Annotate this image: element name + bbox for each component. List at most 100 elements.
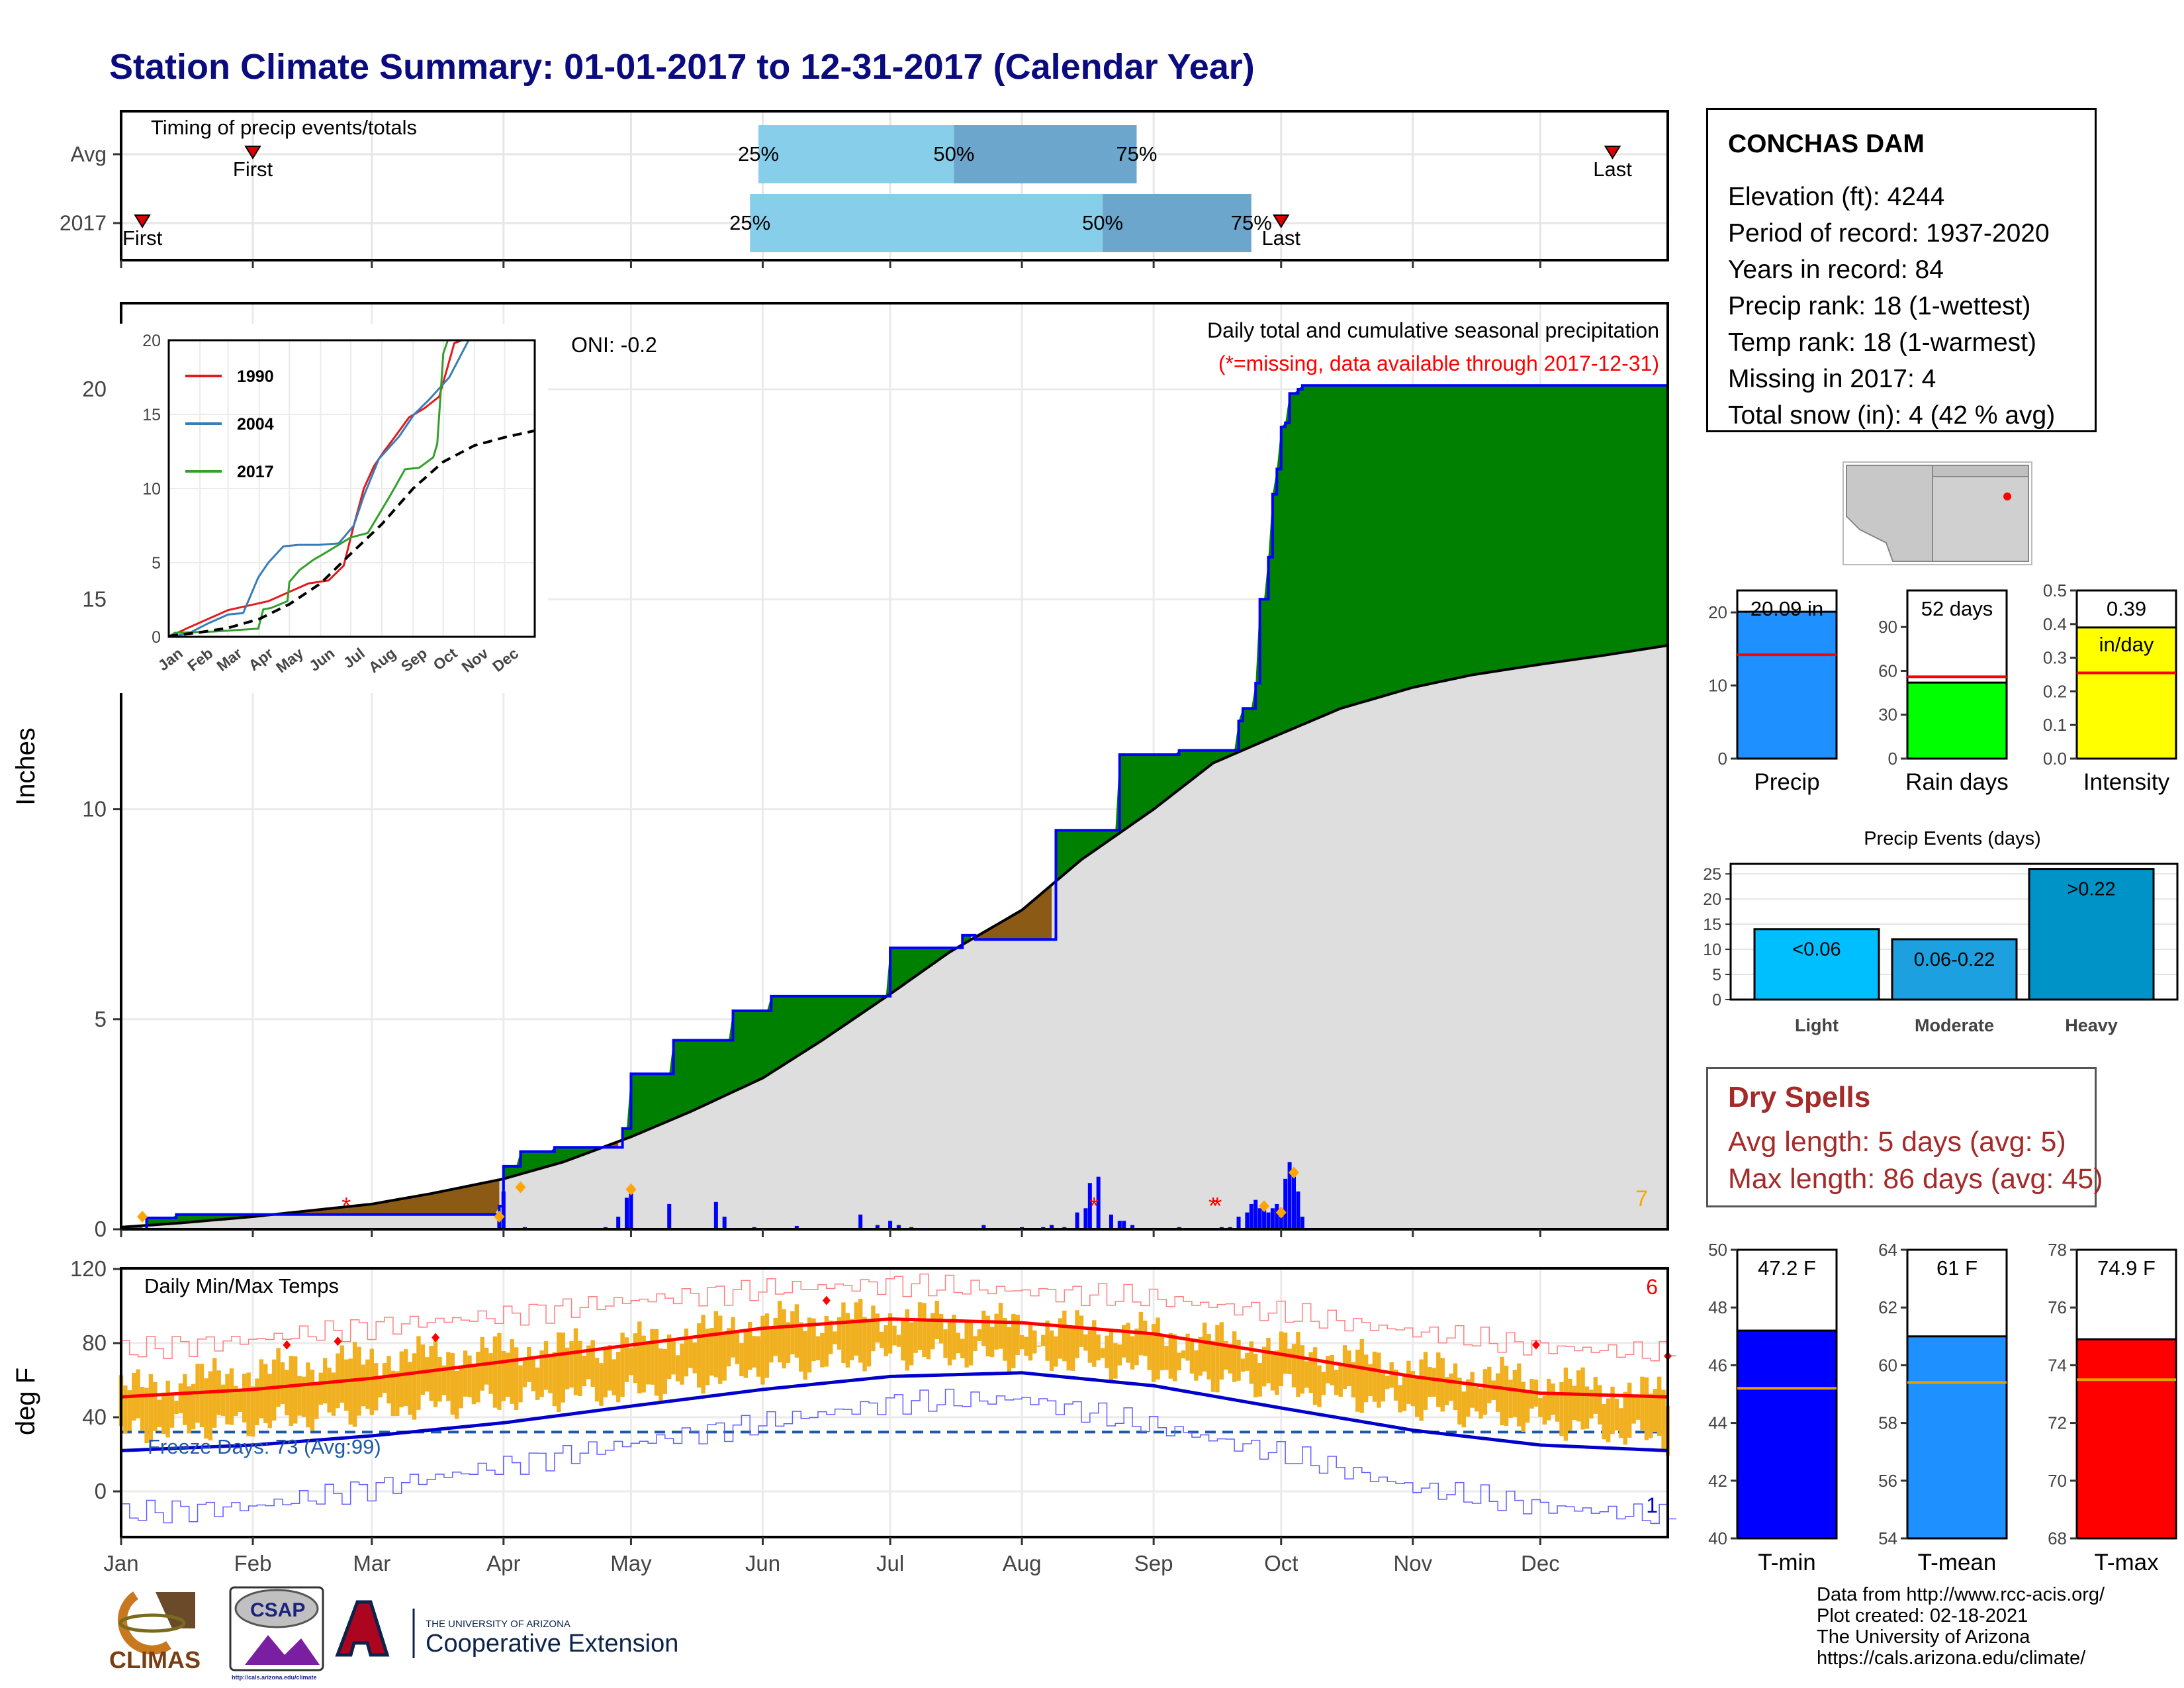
daily-temp-bar xyxy=(1614,1398,1619,1430)
daily-temp-bar xyxy=(1381,1373,1386,1402)
daily-temp-bar xyxy=(913,1321,918,1353)
snow-marker xyxy=(625,1183,637,1196)
daily-temp-bar xyxy=(1580,1367,1585,1430)
daily-temp-bar xyxy=(1257,1363,1262,1397)
csap-logo-url: http://cals.arizona.edu/climate xyxy=(232,1674,317,1681)
daily-temp-bar xyxy=(739,1343,744,1377)
daily-temp-bar xyxy=(123,1385,128,1434)
daily-temp-bar xyxy=(1236,1339,1241,1381)
daily-temp-bar xyxy=(985,1315,990,1357)
normal-cumulative-area xyxy=(121,645,1668,1229)
daily-temp-bar xyxy=(1351,1362,1356,1398)
summary-value-label: 0.39 xyxy=(2107,597,2146,620)
daily-temp-bar xyxy=(1440,1358,1445,1412)
daily-temp-bar xyxy=(748,1322,752,1370)
daily-temp-bar xyxy=(726,1328,731,1367)
daily-temp-bar xyxy=(255,1378,259,1426)
events-category-label: Heavy xyxy=(2065,1015,2118,1035)
daily-temp-bar xyxy=(148,1374,154,1442)
summary-category-label: Rain days xyxy=(1905,769,2009,795)
daily-temp-bar xyxy=(731,1317,735,1358)
daily-temp-bar xyxy=(850,1319,854,1360)
daily-temp-bar xyxy=(510,1339,514,1404)
daily-temp-bar xyxy=(824,1315,829,1367)
daily-temp-bar xyxy=(263,1364,268,1423)
daily-temp-bar xyxy=(297,1376,302,1416)
daily-temp-bar xyxy=(1151,1324,1156,1382)
daily-temp-bar xyxy=(667,1334,672,1380)
summary-ytick-label: 0.1 xyxy=(2043,715,2067,735)
temp-ylabel: deg F xyxy=(11,1368,40,1435)
daily-temp-bar xyxy=(455,1371,459,1419)
daily-temp-bar xyxy=(1173,1334,1177,1382)
inset-legend-label: 1990 xyxy=(237,367,274,386)
daily-precip-bar xyxy=(616,1216,621,1229)
daily-temp-bar xyxy=(1075,1310,1079,1358)
daily-temp-bar xyxy=(246,1372,251,1436)
daily-temp-bar xyxy=(1385,1376,1390,1389)
daily-temp-bar xyxy=(1402,1375,1407,1411)
summary-ytick-label: 46 xyxy=(1708,1355,1727,1375)
month-label: Dec xyxy=(1521,1551,1560,1575)
summary-ytick-label: 56 xyxy=(1878,1471,1897,1491)
summary-ytick-label: 54 xyxy=(1878,1528,1897,1548)
daily-temp-bar xyxy=(1279,1331,1283,1386)
station-years: Years in record: 84 xyxy=(1728,256,1944,284)
daily-temp-bar xyxy=(701,1315,705,1394)
events-bar xyxy=(1753,928,1880,1001)
daily-temp-bar xyxy=(1168,1333,1173,1379)
timing-marker xyxy=(1272,214,1290,228)
timing-frame xyxy=(120,110,1669,261)
timing-row-label: Avg xyxy=(70,142,107,166)
summary-value-bar xyxy=(2075,1338,2177,1540)
daily-temp-bar xyxy=(573,1328,578,1395)
timing-marker xyxy=(244,146,261,160)
daily-temp-bar xyxy=(892,1325,897,1346)
daily-temp-bar xyxy=(794,1304,799,1358)
events-ytick-label: 10 xyxy=(1703,941,1721,959)
daily-temp-bar xyxy=(1347,1350,1351,1387)
timing-q25-label: 25% xyxy=(729,211,770,234)
daily-temp-bar xyxy=(1657,1376,1662,1436)
cum-frame xyxy=(120,302,1669,1231)
daily-temp-bar xyxy=(1304,1361,1309,1388)
daily-temp-bar xyxy=(1126,1323,1130,1363)
daily-temp-bar xyxy=(501,1350,506,1401)
daily-temp-bar xyxy=(820,1333,825,1368)
daily-temp-bar xyxy=(518,1365,523,1403)
summary-value-label: 61 F xyxy=(1936,1256,1978,1280)
summary-ytick-label: 0 xyxy=(1718,749,1727,769)
timing-q25-q50-bar xyxy=(758,125,954,183)
observed-cumulative-line xyxy=(121,384,1668,1231)
daily-temp-bar xyxy=(1287,1348,1292,1374)
daily-temp-bar xyxy=(615,1352,621,1403)
daily-temp-bar xyxy=(705,1329,710,1385)
daily-precip-bar xyxy=(1109,1214,1113,1229)
daily-temp-bar xyxy=(645,1343,651,1385)
daily-temp-bar xyxy=(1338,1363,1343,1397)
summary-value-label: 52 days xyxy=(1921,597,1993,620)
daily-temp-bar xyxy=(229,1368,234,1425)
daily-temp-bar xyxy=(1261,1346,1267,1387)
daily-temp-bar xyxy=(569,1341,574,1388)
inset-legend-label: 2017 xyxy=(237,463,274,481)
daily-temp-bar xyxy=(782,1309,786,1369)
above-normal-area xyxy=(1056,385,1668,882)
daily-temp-bar xyxy=(1003,1318,1007,1361)
daily-temp-bar xyxy=(599,1363,604,1406)
daily-precip-bar xyxy=(625,1197,629,1229)
daily-temp-bar xyxy=(1653,1389,1657,1432)
station-missing: Missing in 2017: 4 xyxy=(1728,365,1936,393)
daily-temp-bar xyxy=(887,1313,893,1354)
summary-category-label: T-max xyxy=(2094,1550,2159,1575)
month-label: Nov xyxy=(1393,1551,1432,1575)
missing-day-marker: * xyxy=(1089,1192,1099,1219)
daily-temp-bar xyxy=(289,1356,294,1427)
daily-temp-bar xyxy=(837,1317,842,1350)
daily-temp-bar xyxy=(1640,1376,1645,1430)
summary-ytick-label: 10 xyxy=(1708,676,1727,696)
daily-temp-bar xyxy=(1109,1328,1114,1381)
daily-temp-bar xyxy=(905,1309,909,1371)
